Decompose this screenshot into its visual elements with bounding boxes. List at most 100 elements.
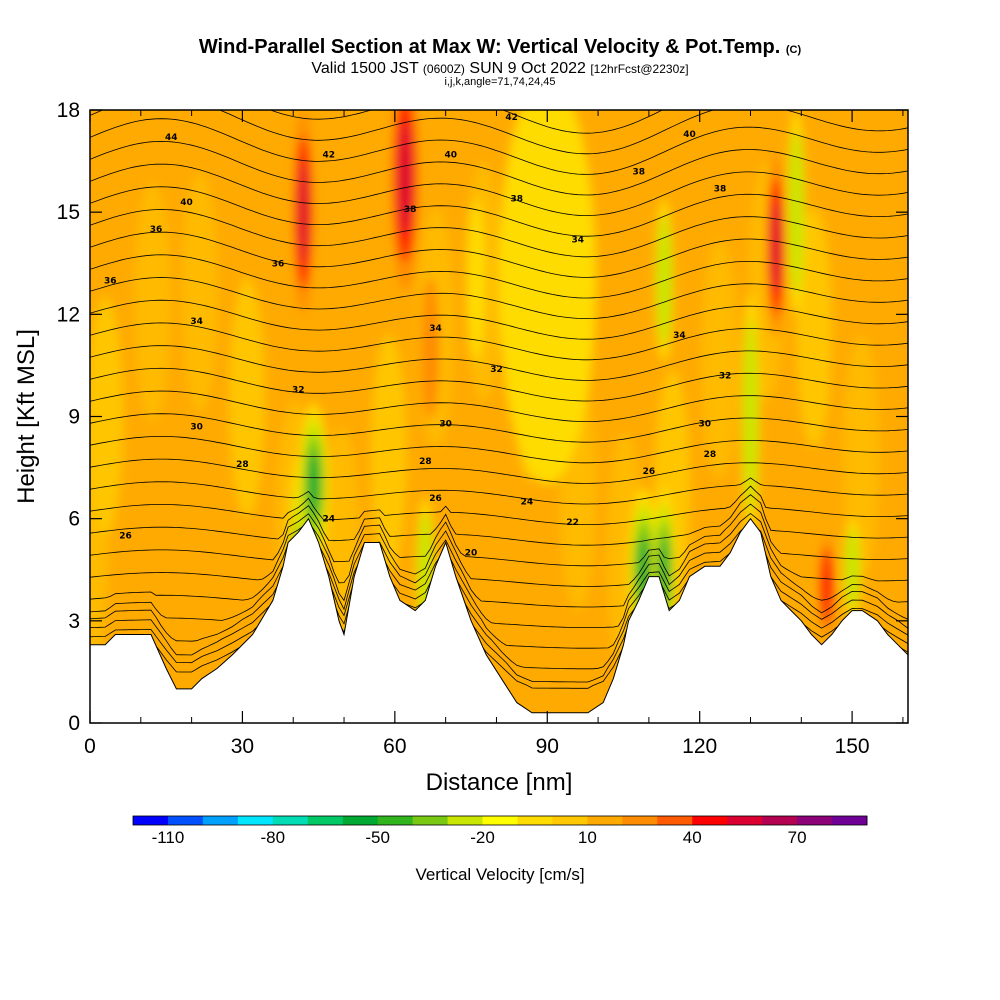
theta-label-text: 30 bbox=[439, 419, 452, 429]
theta-label: 34 bbox=[429, 324, 442, 334]
theta-label: 40 bbox=[180, 198, 193, 208]
theta-label-text: 28 bbox=[236, 460, 249, 470]
colorbar-swatch bbox=[377, 816, 414, 825]
theta-label: 28 bbox=[236, 460, 249, 470]
theta-contour bbox=[90, 110, 908, 155]
theta-label: 44 bbox=[165, 133, 178, 143]
colorbar-swatch bbox=[832, 816, 868, 825]
colorbar-frame bbox=[132, 815, 868, 826]
theta-label: 26 bbox=[119, 532, 132, 542]
theta-label: 32 bbox=[292, 385, 305, 395]
colorbar-swatch bbox=[237, 816, 274, 825]
theta-contour bbox=[90, 494, 908, 546]
theta-label-text: 34 bbox=[673, 331, 686, 341]
terrain-mask bbox=[90, 517, 908, 723]
forecast-info: [12hrFcst@2230z] bbox=[590, 62, 689, 76]
velocity-cell bbox=[466, 198, 486, 362]
theta-contour bbox=[90, 503, 908, 567]
theta-label-text: 26 bbox=[119, 532, 132, 542]
theta-label: 28 bbox=[704, 450, 717, 460]
y-tick-label: 0 bbox=[68, 712, 80, 735]
y-tick-label: 3 bbox=[68, 610, 80, 633]
theta-label-text: 26 bbox=[429, 494, 442, 504]
theta-label-text: 26 bbox=[643, 467, 656, 477]
x-tick-label: 0 bbox=[84, 735, 96, 758]
theta-label-text: 36 bbox=[272, 259, 285, 269]
velocity-cell bbox=[741, 294, 760, 539]
theta-label: 30 bbox=[439, 419, 452, 429]
theta-contour bbox=[90, 186, 908, 237]
velocity-cell bbox=[293, 110, 314, 315]
theta-contour bbox=[90, 277, 908, 319]
colorbar-swatch bbox=[657, 816, 693, 825]
colorbar-swatch bbox=[622, 816, 658, 825]
colorbar-swatch bbox=[447, 816, 484, 825]
theta-label: 32 bbox=[719, 372, 732, 382]
theta-contour bbox=[90, 522, 908, 608]
theta-label-text: 28 bbox=[419, 457, 432, 467]
theta-contour bbox=[90, 390, 908, 422]
colorbar-label: 70 bbox=[788, 828, 807, 847]
theta-contour bbox=[90, 512, 908, 587]
colorbar-swatch bbox=[307, 816, 344, 825]
theta-label-text: 22 bbox=[566, 518, 579, 528]
theta-contour bbox=[90, 254, 908, 299]
terrain-profile bbox=[90, 517, 908, 723]
colorbar-swatch bbox=[762, 816, 798, 825]
theta-label: 24 bbox=[521, 498, 534, 508]
y-tick-label: 12 bbox=[57, 303, 80, 326]
theta-label-text: 38 bbox=[404, 205, 417, 215]
colorbar-swatch bbox=[552, 816, 588, 825]
theta-label: 38 bbox=[714, 184, 727, 194]
velocity-cell bbox=[787, 110, 806, 315]
theta-contour bbox=[90, 299, 908, 340]
theta-label: 36 bbox=[150, 225, 163, 235]
theta-contour bbox=[90, 436, 908, 464]
theta-contour bbox=[90, 209, 908, 258]
theta-label-text: 40 bbox=[180, 198, 193, 208]
theta-label-text: 42 bbox=[323, 150, 336, 160]
colorbar-label: -80 bbox=[261, 828, 286, 847]
theta-label-text: 20 bbox=[465, 549, 478, 559]
theta-contour bbox=[90, 231, 908, 278]
valid-date: SUN 9 Oct 2022 bbox=[469, 60, 586, 77]
theta-contour bbox=[90, 458, 908, 484]
theta-label: 34 bbox=[571, 235, 584, 245]
theta-label-text: 42 bbox=[505, 113, 518, 123]
velocity-cell bbox=[391, 110, 419, 291]
theta-label-text: 38 bbox=[714, 184, 727, 194]
theta-label-text: 32 bbox=[292, 385, 305, 395]
chart-subtitle: Valid 1500 JST (0600Z) SUN 9 Oct 2022 [1… bbox=[0, 60, 1000, 78]
y-axis-title: Height [Kft MSL] bbox=[13, 329, 40, 504]
theta-label-text: 34 bbox=[429, 324, 442, 334]
colorbar-swatch bbox=[692, 816, 728, 825]
colorbar-swatch bbox=[202, 816, 239, 825]
theta-label: 24 bbox=[323, 515, 336, 525]
theta-label-text: 40 bbox=[444, 150, 457, 160]
theta-contour bbox=[90, 140, 908, 196]
colorbar-label: 40 bbox=[683, 828, 702, 847]
theta-label: 42 bbox=[505, 113, 518, 123]
colorbar-swatch bbox=[412, 816, 449, 825]
theta-label: 28 bbox=[419, 457, 432, 467]
theta-contour bbox=[90, 413, 908, 443]
theta-label-text: 24 bbox=[323, 515, 336, 525]
theta-contour bbox=[90, 367, 908, 402]
theta-label-text: 34 bbox=[190, 317, 203, 327]
x-tick-label: 150 bbox=[835, 735, 870, 758]
theta-label-text: 36 bbox=[150, 225, 163, 235]
theta-label-text: 40 bbox=[683, 130, 696, 140]
theta-label: 36 bbox=[104, 276, 117, 286]
colorbar-label: -50 bbox=[365, 828, 390, 847]
theta-label-text: 24 bbox=[521, 498, 534, 508]
y-tick-label: 6 bbox=[68, 508, 80, 531]
theta-label: 38 bbox=[404, 205, 417, 215]
theta-label-text: 28 bbox=[704, 450, 717, 460]
theta-label: 42 bbox=[323, 150, 336, 160]
valid-time: Valid 1500 JST bbox=[311, 60, 419, 77]
theta-contour bbox=[90, 485, 908, 525]
contour-labels: 44 42 42 40 40 40 38 38 38 38 36 36 36 34 34 34 34 32 32 32… bbox=[104, 113, 732, 559]
theta-label: 22 bbox=[566, 518, 579, 528]
x-tick-label: 90 bbox=[536, 735, 559, 758]
